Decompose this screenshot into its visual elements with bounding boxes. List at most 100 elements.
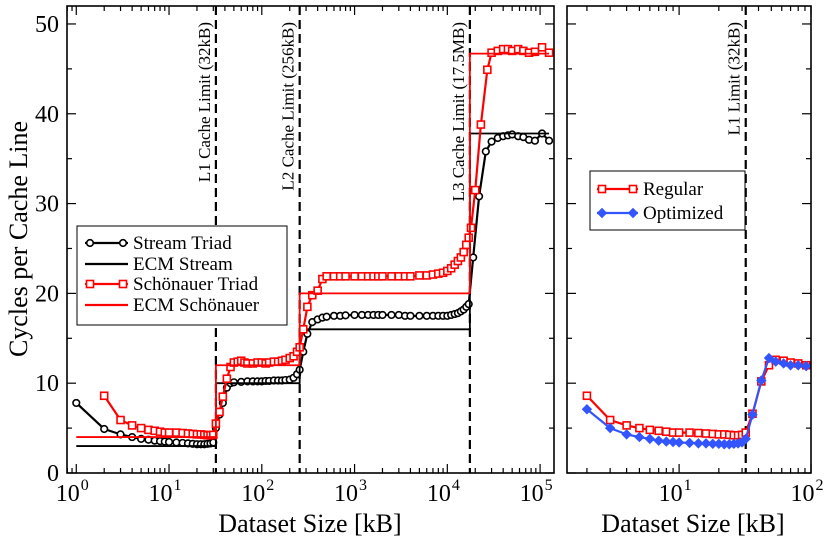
x-tick-exponent: 2: [816, 477, 824, 494]
x-tick-exponent: 2: [266, 477, 274, 494]
data-point-regular-5: [654, 426, 663, 436]
data-point-optimized-11: [700, 438, 712, 449]
series-stream-triad: [72, 129, 554, 449]
data-point-stream-triad-84: [530, 136, 540, 145]
data-point-schonauer-triad-73: [464, 233, 474, 243]
y-tick-label: 40: [35, 102, 59, 128]
data-point-regular-1: [605, 415, 615, 425]
data-point-optimized-8: [673, 437, 685, 448]
x-tick-exponent: 0: [81, 477, 89, 494]
x-tick-label: 101: [659, 477, 692, 507]
legend-label-ecm-stream: ECM Stream: [133, 254, 233, 275]
series-line-ecm-schonauer: [76, 52, 550, 438]
data-point-optimized-26: [793, 360, 804, 371]
data-point-stream-triad-1: [100, 424, 109, 434]
data-point-stream-triad-50: [350, 310, 359, 320]
legend-label-regular: Regular: [643, 179, 704, 200]
right-legend: Regular Optimized: [589, 170, 746, 231]
legend-label-optimized: Optimized: [643, 203, 724, 224]
x-tick-label: 102: [791, 477, 824, 507]
data-point-schonauer-triad-22: [222, 374, 232, 384]
legend-entry-regular: Regular: [597, 179, 704, 200]
y-tick-label: 0: [47, 461, 59, 487]
x-tick-label: 104: [427, 477, 460, 507]
data-point-schonauer-triad-0: [99, 391, 109, 401]
legend-entry-ecm-schonauer: ECM Schönauer: [85, 295, 260, 316]
data-point-stream-triad-76: [487, 137, 496, 146]
left-x-axis-label: Dataset Size [kB]: [218, 509, 401, 538]
right-plot-frame: [566, 5, 812, 474]
x-tick-exponent: 1: [684, 477, 692, 494]
data-point-regular-0: [582, 391, 592, 401]
x-tick-exponent: 3: [359, 477, 367, 494]
data-point-schonauer-triad-56: [378, 272, 387, 281]
right-axes: 101 102 L1 Limit (32kB): [567, 6, 824, 507]
legend-label-stream-triad: Stream Triad: [133, 233, 232, 254]
cache-limit-label-l2-cache-limit-256kb: L2 Cache Limit (256kB): [279, 22, 298, 191]
y-tick-label: 50: [35, 12, 59, 38]
data-point-stream-triad-60: [415, 311, 424, 320]
data-point-regular-2: [622, 421, 631, 430]
right-x-axis-label: Dataset Size [kB]: [601, 509, 784, 538]
x-tick-exponent: 5: [545, 477, 553, 494]
right-legend-box: [589, 170, 746, 231]
x-tick-label: 102: [241, 477, 274, 507]
data-point-schonauer-triad-57: [387, 272, 396, 281]
data-point-schonauer-triad-43: [303, 302, 312, 312]
left-plot-area: [72, 6, 554, 473]
data-point-schonauer-triad-87: [537, 43, 547, 52]
data-point-stream-triad-75: [481, 147, 490, 156]
data-point-schonauer-triad-3: [136, 423, 146, 433]
data-point-optimized-9: [684, 437, 695, 449]
data-point-regular-9: [685, 428, 694, 437]
x-tick-label: 101: [149, 477, 182, 507]
legend-label-ecm-schonauer: ECM Schönauer: [133, 295, 260, 316]
data-point-regular-8: [674, 428, 684, 437]
data-point-optimized-4: [644, 433, 656, 445]
legend-entry-optimized: Optimized: [596, 203, 724, 224]
x-tick-exponent: 1: [174, 477, 182, 494]
data-point-schonauer-triad-86: [530, 47, 540, 57]
data-point-schonauer-triad-42: [298, 325, 308, 334]
data-point-schonauer-triad-75: [470, 185, 480, 195]
x-tick-exponent: 4: [452, 477, 460, 494]
series-ecm-schonauer: [76, 52, 550, 438]
data-point-schonauer-triad-76: [476, 120, 486, 129]
data-point-optimized-27: [801, 360, 811, 372]
x-tick-label: 100: [56, 477, 89, 507]
data-point-schonauer-triad-72: [461, 240, 471, 250]
data-point-schonauer-triad-20: [215, 407, 224, 417]
legend-entry-ecm-stream: ECM Stream: [85, 254, 233, 275]
data-point-optimized-1: [604, 422, 616, 434]
left-legend: Stream Triad ECM Stream Schönauer Triad …: [76, 225, 288, 326]
data-point-schonauer-triad-71: [459, 247, 468, 257]
data-point-optimized-25: [785, 360, 796, 371]
data-point-stream-triad-9: [164, 437, 174, 447]
data-point-stream-triad-55: [378, 310, 387, 320]
cache-limit-label-l1-limit-32kb: L1 Limit (32kB): [725, 22, 744, 135]
data-point-schonauer-triad-77: [483, 65, 492, 75]
left-plot-frame: [66, 5, 555, 474]
data-point-stream-triad-0: [72, 398, 81, 408]
data-point-stream-triad-49: [341, 311, 350, 320]
data-point-optimized-19: [740, 433, 751, 445]
data-point-regular-4: [645, 425, 655, 435]
data-point-optimized-6: [661, 436, 672, 447]
data-point-stream-triad-56: [387, 310, 396, 320]
data-point-schonauer-triad-50: [341, 272, 350, 281]
legend-entry-stream-triad: Stream Triad: [85, 233, 232, 254]
data-point-optimized-22: [763, 352, 775, 364]
series-regular: [582, 355, 811, 440]
x-tick-label: 105: [520, 477, 553, 507]
right-plot-area: [581, 6, 811, 473]
x-tick-label: 103: [334, 477, 367, 507]
legend-label-schonauer-triad: Schönauer Triad: [133, 274, 259, 295]
data-point-optimized-0: [581, 404, 593, 415]
data-point-regular-10: [694, 428, 703, 438]
data-point-regular-3: [635, 423, 644, 433]
cache-limit-label-l1-cache-limit-32kb: L1 Cache Limit (32kB): [195, 22, 214, 182]
data-point-optimized-2: [621, 429, 632, 440]
data-point-stream-triad-46: [322, 312, 331, 321]
left-y-axis-label: Cycles per Cache Line: [4, 121, 33, 357]
